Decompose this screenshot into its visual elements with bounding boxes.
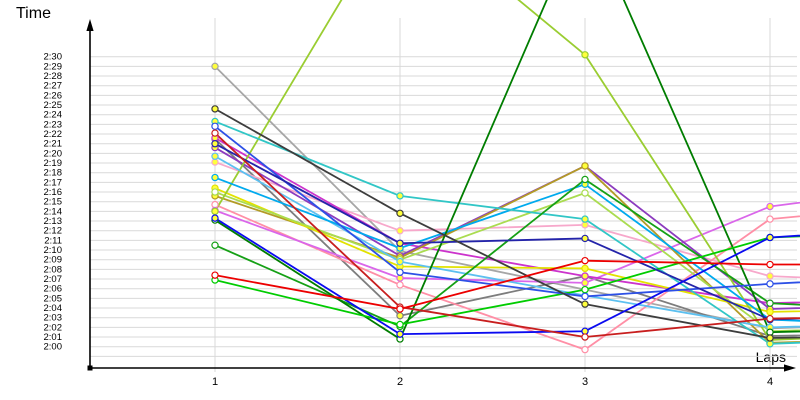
y-tick-label: 2:05 (44, 293, 63, 304)
y-tick-label: 2:08 (44, 264, 63, 275)
data-point-red-lap1 (211, 271, 219, 279)
data-point-medium-blue-lap3 (581, 292, 589, 301)
y-tick-label: 2:11 (44, 235, 62, 246)
y-tick-label: 2:16 (44, 187, 63, 198)
y-tick-label: 2:29 (44, 61, 63, 72)
y-tick-label: 2:12 (44, 226, 63, 237)
series-line-gray (214, 137, 800, 337)
y-tick-label: 2:17 (44, 177, 63, 188)
y-tick-label: 2:02 (44, 322, 63, 333)
data-point-black-lap3 (581, 300, 589, 308)
data-point-forest-green-lap1 (211, 241, 219, 249)
series-lines (214, 0, 800, 351)
x-tick-label: 3 (582, 376, 588, 388)
data-point-sky-blue-lap1 (211, 152, 219, 160)
data-point-blue-lap4 (766, 233, 774, 242)
data-point-yellow-green-lap1 (211, 207, 219, 216)
data-point-navy-lap3 (581, 234, 589, 243)
data-point-salmon-pink-lap3 (581, 345, 589, 354)
y-tick-label: 2:01 (44, 332, 63, 343)
y-tick-label: 2:19 (44, 158, 63, 169)
data-point-pink-lap4 (766, 272, 774, 280)
data-point-dark-red-lap4 (766, 314, 774, 323)
data-point-yellow-lap3 (581, 264, 589, 273)
x-tick-label: 2 (397, 376, 403, 388)
data-point-dark-red-lap3 (581, 333, 589, 341)
y-tick-label: 2:30 (44, 52, 63, 63)
x-tick-label: 4 (767, 376, 773, 388)
y-tick-label: 2:03 (44, 313, 63, 324)
data-point-forest-green-lap3 (581, 175, 589, 184)
data-point-medium-blue-lap2 (396, 268, 404, 276)
y-tick-label: 2:28 (44, 71, 63, 82)
y-tick-label: 2:23 (44, 119, 63, 130)
x-axis-arrow-icon (784, 364, 796, 372)
data-point-light-green-lap3 (581, 189, 589, 197)
x-axis-title: Laps (755, 349, 786, 365)
data-point-medium-blue-lap4 (766, 280, 774, 288)
data-point-blue-lap2 (396, 330, 404, 338)
y-tick-label: 2:18 (44, 168, 63, 179)
y-tick-label: 2:27 (44, 81, 63, 92)
y-tick-label: 2:26 (44, 90, 63, 101)
axis-origin-marker (87, 365, 93, 371)
data-point-red-lap3 (581, 256, 589, 265)
y-tick-label: 2:10 (44, 245, 63, 256)
data-point-deep-sky-blue-lap1 (211, 173, 219, 182)
data-point-green-lap2 (396, 320, 404, 329)
data-point-pink-lap2 (396, 226, 404, 235)
data-point-violet-lap3 (581, 279, 589, 287)
y-tick-label: 2:13 (44, 216, 63, 227)
data-point-sky-blue-lap2 (396, 257, 404, 266)
series-line-purple (214, 146, 800, 310)
y-tick-label: 2:21 (44, 139, 63, 150)
data-point-red-lap2 (396, 305, 404, 313)
series-markers (211, 51, 774, 354)
data-point-black-lap4 (766, 334, 774, 342)
data-point-navy-lap1 (211, 139, 219, 148)
y-tick-label: 2:04 (44, 303, 63, 314)
data-point-salmon-pink-lap4 (766, 215, 774, 223)
series-line-dark-green (214, 0, 800, 340)
y-tick-label: 2:15 (44, 197, 63, 208)
data-point-salmon-pink-lap2 (396, 281, 404, 289)
data-point-turquoise-lap3 (581, 215, 589, 223)
data-point-turquoise-lap2 (396, 192, 404, 200)
data-point-black-lap1 (211, 105, 219, 113)
data-point-medium-blue-lap1 (211, 122, 219, 130)
data-point-black-lap2 (396, 209, 404, 217)
data-point-navy-lap2 (396, 239, 404, 247)
y-tick-label: 2:24 (44, 110, 63, 121)
data-point-light-green-lap1 (211, 188, 219, 196)
y-tick-label: 2:20 (44, 148, 63, 159)
data-point-silver-lap1 (211, 62, 219, 71)
data-point-yellow-lap4 (766, 308, 774, 316)
y-tick-label: 2:09 (44, 255, 63, 266)
data-point-blue-lap1 (211, 214, 219, 222)
y-tick-label: 2:07 (44, 274, 63, 285)
data-point-forest-green-lap4 (766, 299, 774, 307)
series-line-dark-red (214, 132, 800, 338)
y-tick-label: 2:22 (44, 129, 63, 140)
data-point-green-lap3 (581, 285, 589, 294)
data-point-yellow-green-lap3 (581, 51, 589, 59)
data-point-violet-lap4 (766, 202, 774, 211)
y-tick-label: 2:14 (44, 206, 63, 217)
y-axis-title: Time (16, 5, 51, 22)
y-axis-arrow-icon (86, 19, 94, 31)
data-point-dark-red-lap1 (211, 129, 219, 137)
y-tick-label: 2:25 (44, 100, 63, 111)
x-tick-label: 1 (212, 376, 218, 388)
data-point-red-lap4 (766, 260, 774, 269)
data-point-gray-lap2 (396, 312, 404, 320)
data-point-dark-khaki-lap3 (581, 162, 589, 170)
y-tick-label: 2:06 (44, 284, 63, 295)
y-tick-label: 2:00 (44, 342, 63, 353)
data-point-magenta-lap3 (581, 272, 589, 280)
